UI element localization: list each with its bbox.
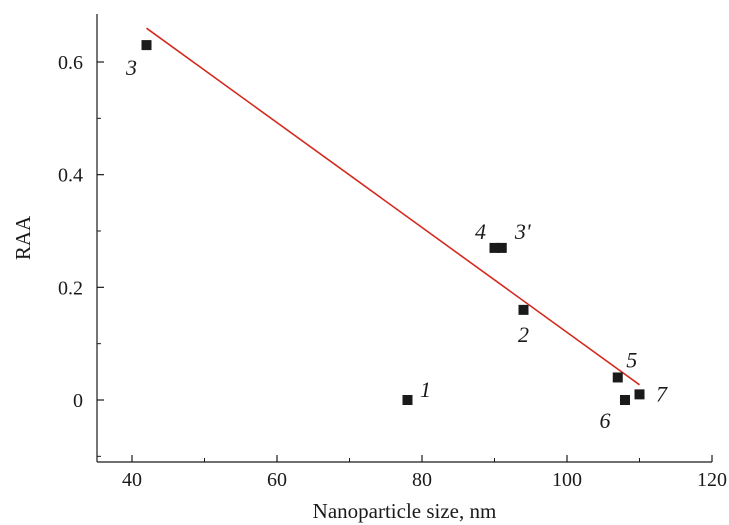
x-axis-ticks: 40 60 80 100 120: [122, 455, 727, 491]
point-label: 3: [125, 55, 137, 80]
data-point: [489, 242, 500, 253]
point-label: 7: [656, 381, 668, 406]
point-label: 1: [420, 377, 431, 402]
x-tick-label: 80: [412, 469, 432, 491]
trendline-group: [146, 27, 640, 386]
y-tick-label: 0.4: [58, 165, 83, 187]
data-point: [141, 40, 152, 51]
data-point: [402, 395, 413, 405]
point-label: 6: [600, 408, 611, 433]
data-point: [612, 372, 623, 383]
y-tick-label: 0.6: [58, 52, 83, 74]
trendline: [146, 27, 640, 386]
point-label: 5: [626, 347, 637, 372]
data-points: [141, 40, 645, 405]
data-point: [634, 389, 645, 400]
y-axis-title: RAA: [11, 215, 35, 260]
axes: [96, 14, 712, 463]
data-point: [620, 395, 630, 405]
y-tick-label: 0.2: [58, 277, 83, 299]
x-tick-label: 40: [122, 469, 142, 491]
point-label: 3': [514, 219, 531, 244]
y-axis-ticks: 0 0.2 0.4 0.6: [58, 52, 104, 457]
x-axis-title: Nanoparticle size, nm: [313, 499, 497, 523]
data-point: [496, 242, 507, 253]
point-label: 2: [518, 322, 529, 347]
x-tick-label: 100: [552, 469, 582, 491]
x-tick-label: 60: [267, 469, 287, 491]
point-label: 4: [475, 219, 486, 244]
point-labels: 1 2 3 3' 4 5 6 7: [125, 55, 668, 433]
x-tick-label: 120: [697, 469, 727, 491]
y-tick-label: 0: [73, 390, 83, 412]
data-point: [518, 304, 529, 315]
